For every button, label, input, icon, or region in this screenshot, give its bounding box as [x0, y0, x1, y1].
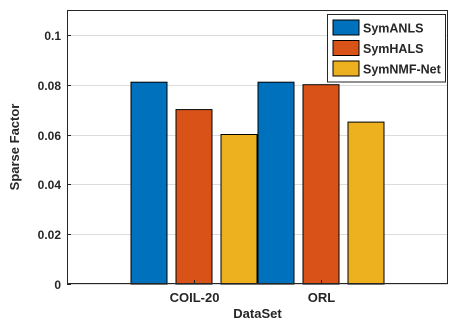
y-tick-label: 0.02	[38, 228, 62, 242]
y-tick-label: 0.08	[38, 79, 62, 93]
bar-symanls-coil-20	[130, 81, 168, 285]
y-tick-label: 0.06	[38, 129, 62, 143]
legend-swatch	[332, 19, 360, 36]
bar-symanls-orl	[257, 81, 295, 285]
legend-label: SymANLS	[363, 22, 423, 36]
legend-swatch	[332, 40, 360, 56]
bar-symnmf-net-coil-20	[220, 134, 258, 285]
bar-symhals-coil-20	[175, 109, 213, 285]
x-tick-label: COIL-20	[170, 290, 220, 305]
y-tick-label: 0.04	[38, 178, 62, 192]
x-ticks: COIL-20 ORL	[170, 280, 336, 305]
legend-label: SymNMF-Net	[363, 63, 442, 77]
legend-swatch	[332, 60, 360, 77]
y-tick-label: 0	[54, 278, 61, 292]
bar-symhals-orl	[302, 84, 340, 285]
legend-label: SymHALS	[363, 42, 423, 56]
plot-frame	[67, 10, 448, 284]
legend: SymANLS SymHALS SymNMF-Net	[327, 14, 446, 83]
x-axis-label: DataSet	[233, 306, 282, 321]
y-axis-label: Sparse Factor	[7, 104, 22, 191]
bar-symnmf-net-orl	[347, 121, 385, 285]
bars	[130, 81, 385, 285]
y-ticks: 0 0.02 0.04 0.06 0.08 0.1	[38, 29, 71, 292]
x-tick-label: ORL	[308, 290, 336, 305]
y-tick-label: 0.1	[44, 29, 61, 43]
